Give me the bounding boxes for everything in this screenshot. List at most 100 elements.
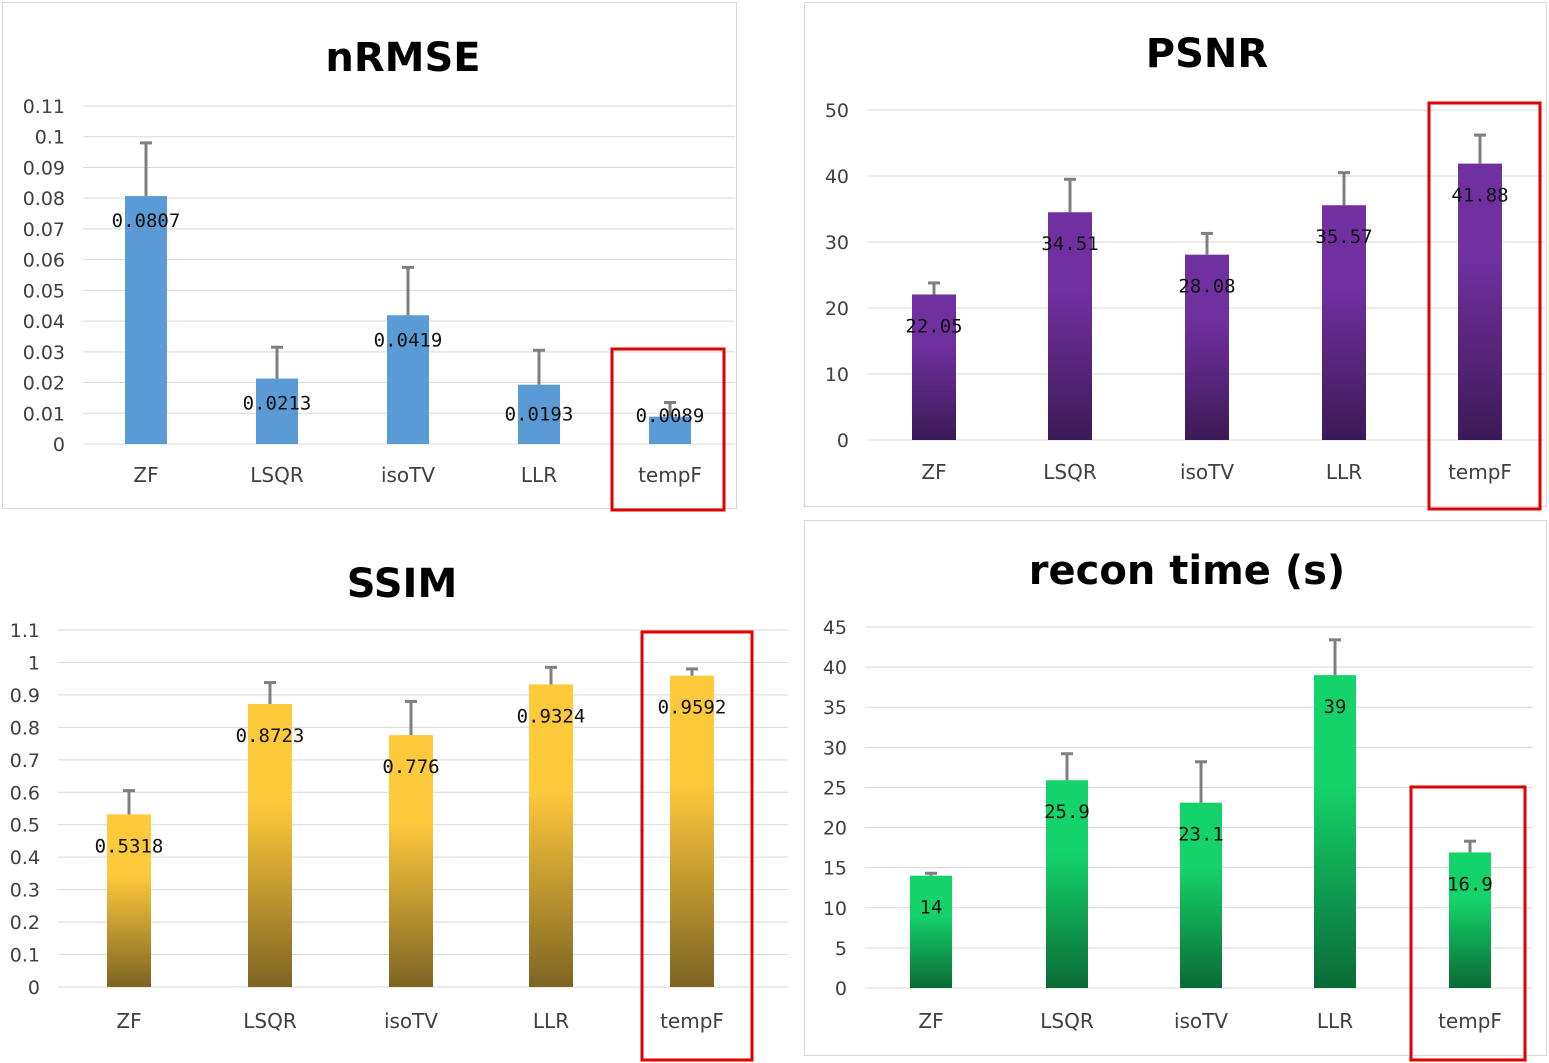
data-label-zf: 14 <box>920 897 943 919</box>
y-tick-label: 0.11 <box>23 96 65 118</box>
data-label-llr: 39 <box>1324 696 1347 718</box>
chart-title: recon time (s) <box>1029 548 1345 594</box>
y-tick-label: 0.8 <box>10 717 40 739</box>
data-label-zf: 0.0807 <box>112 210 181 232</box>
bar-zf <box>125 196 167 444</box>
chart-nrmse: nRMSE 0 0.01 0.02 0.03 0.04 0.05 0.06 0.07 0.08 0.… <box>23 35 735 512</box>
data-label-lsqr: 25.9 <box>1044 801 1090 823</box>
x-tick-label-lsqr: LSQR <box>243 1009 297 1033</box>
data-label-tempf: 0.0089 <box>636 405 705 427</box>
bar-tempf <box>1449 852 1491 988</box>
x-tick-label-llr: LLR <box>521 463 557 487</box>
x-tick-label-isotv: isoTV <box>1180 460 1234 484</box>
y-tick-label: 0.02 <box>23 373 65 395</box>
y-tick-label: 1 <box>28 652 40 674</box>
y-tick-label: 0.01 <box>23 403 65 425</box>
bar-llr <box>1314 675 1356 988</box>
bar-lsqr <box>256 378 298 444</box>
y-tick-label: 0.07 <box>23 219 65 241</box>
y-tick-label: 0.7 <box>10 750 40 772</box>
y-tick-label: 0.1 <box>35 127 65 149</box>
x-tick-label-isotv: isoTV <box>384 1009 438 1033</box>
x-tick-label-tempf: tempF <box>1448 460 1512 484</box>
chart-title: SSIM <box>347 561 458 607</box>
x-tick-label-lsqr: LSQR <box>1040 1009 1094 1033</box>
y-tick-label: 40 <box>823 657 847 679</box>
bar-lsqr <box>248 703 292 987</box>
y-tick-label: 0.1 <box>10 945 40 967</box>
bar-lsqr <box>1046 780 1088 988</box>
bar-isotv <box>1185 254 1229 440</box>
y-tick-label: 15 <box>823 858 847 880</box>
x-tick-label-tempf: tempF <box>638 463 702 487</box>
y-tick-label: 0.06 <box>23 250 65 272</box>
x-tick-label-lsqr: LSQR <box>1043 460 1097 484</box>
y-tick-label: 40 <box>825 166 849 188</box>
y-tick-label: 10 <box>823 898 847 920</box>
data-label-zf: 0.5318 <box>95 835 164 857</box>
y-tick-label: 0.08 <box>23 188 65 210</box>
y-tick-label: 0.6 <box>10 782 40 804</box>
chart-psnr: PSNR 0 10 20 30 40 50 22.05 ZF 34.51 LSQR 28.08 isoT… <box>825 31 1545 511</box>
chart-panel-nrmse: nRMSE 0 0.01 0.02 0.03 0.04 0.05 0.06 0.07 0.08 0.… <box>2 2 737 512</box>
y-tick-label: 30 <box>823 737 847 759</box>
chart-recon-time: recon time (s) 0 5 10 15 20 25 30 35 40 45 14 ZF 25.9… <box>823 548 1533 1062</box>
chart-title: nRMSE <box>325 35 480 81</box>
y-tick-label: 0.2 <box>10 912 40 934</box>
x-tick-label-llr: LLR <box>1317 1009 1353 1033</box>
x-tick-label-zf: ZF <box>133 463 158 487</box>
x-tick-label-lsqr: LSQR <box>250 463 304 487</box>
highlight-box-tempf <box>640 630 754 1062</box>
y-tick-label: 0.04 <box>23 311 65 333</box>
y-tick-label: 0.5 <box>10 815 40 837</box>
highlight-box-tempf <box>610 347 726 512</box>
bar-zf <box>107 814 151 987</box>
y-tick-label: 0.09 <box>23 157 65 179</box>
y-tick-label: 0 <box>28 977 40 999</box>
y-tick-label: 45 <box>823 617 847 639</box>
data-label-tempf: 0.9592 <box>658 697 727 719</box>
y-tick-label: 1.1 <box>10 620 40 642</box>
x-tick-label-isotv: isoTV <box>1174 1009 1228 1033</box>
data-label-isotv: 23.1 <box>1178 824 1224 846</box>
y-tick-label: 0 <box>835 978 847 1000</box>
bar-isotv <box>387 315 429 444</box>
chart-panel-recon-time: recon time (s) 0 5 10 15 20 25 30 35 40 45 14 ZF 25.9… <box>804 520 1547 1062</box>
data-label-isotv: 0.776 <box>382 756 439 778</box>
chart-panel-psnr: PSNR 0 10 20 30 40 50 22.05 ZF 34.51 LSQR 28.08 isoT… <box>804 2 1547 511</box>
x-tick-label-zf: ZF <box>921 460 946 484</box>
bar-zf <box>910 875 952 988</box>
bar-lsqr <box>1048 212 1092 440</box>
y-tick-label: 30 <box>825 232 849 254</box>
data-label-isotv: 0.0419 <box>374 329 443 351</box>
highlight-box-tempf <box>1409 785 1527 1062</box>
bar-tempf <box>670 675 714 987</box>
x-tick-label-zf: ZF <box>918 1009 943 1033</box>
x-tick-label-isotv: isoTV <box>381 463 435 487</box>
y-tick-label: 50 <box>825 100 849 122</box>
bar-llr <box>529 684 573 987</box>
bar-llr <box>518 384 560 444</box>
data-label-llr: 0.0193 <box>505 404 574 426</box>
data-label-lsqr: 0.8723 <box>236 725 305 747</box>
y-tick-label: 35 <box>823 697 847 719</box>
bar-isotv <box>1180 802 1222 988</box>
y-tick-label: 0 <box>53 434 65 456</box>
data-label-llr: 0.9324 <box>517 705 586 727</box>
x-tick-label-llr: LLR <box>1326 460 1362 484</box>
y-tick-label: 0 <box>837 430 849 452</box>
y-tick-label: 10 <box>825 364 849 386</box>
x-tick-label-tempf: tempF <box>660 1009 724 1033</box>
y-tick-label: 0.05 <box>23 280 65 302</box>
highlight-box-tempf <box>1427 101 1542 511</box>
y-tick-label: 25 <box>823 777 847 799</box>
chart-panel-ssim: SSIM 0 0.1 0.2 0.3 0.4 0.5 0.6 0.7 0.8 0.9 1 1.1 0.53… <box>0 527 790 1062</box>
data-label-zf: 22.05 <box>905 315 962 337</box>
y-tick-label: 20 <box>825 298 849 320</box>
y-tick-label: 0.3 <box>10 880 40 902</box>
data-label-tempf: 16.9 <box>1447 873 1493 895</box>
x-tick-label-zf: ZF <box>116 1009 141 1033</box>
x-tick-label-tempf: tempF <box>1438 1009 1502 1033</box>
bar-tempf <box>649 416 691 444</box>
data-label-tempf: 41.88 <box>1451 185 1508 207</box>
